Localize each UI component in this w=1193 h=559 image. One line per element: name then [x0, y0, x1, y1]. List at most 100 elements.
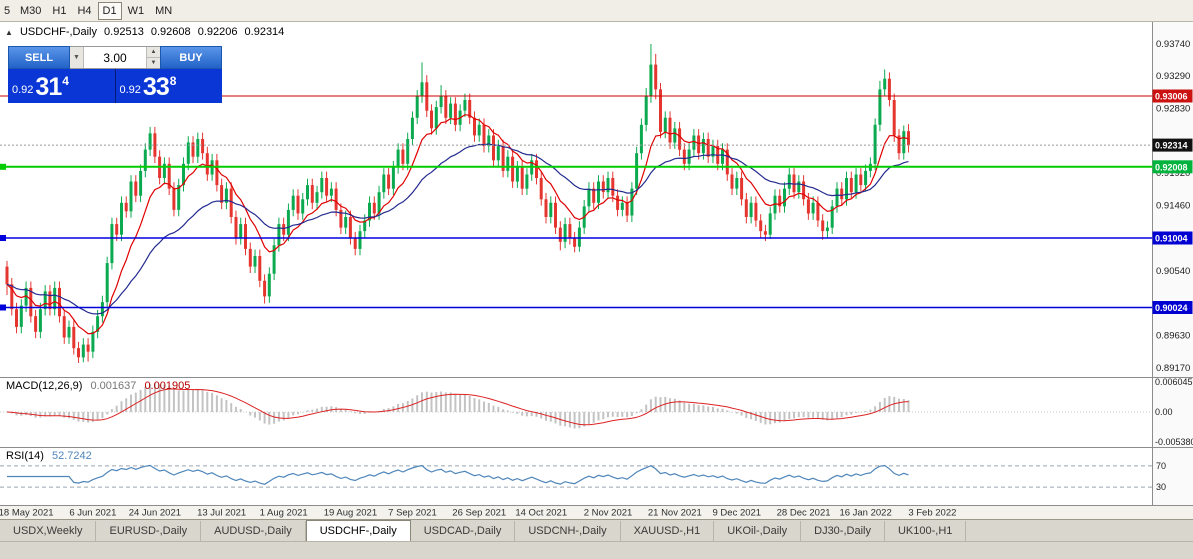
chart-tab-audusd-daily[interactable]: AUDUSD-,Daily [201, 521, 306, 541]
chart-title: ▲ USDCHF-,Daily 0.92513 0.92608 0.92206 … [5, 26, 288, 38]
line-handle-0.90024[interactable] [0, 304, 6, 311]
svg-text:0.90540: 0.90540 [1156, 266, 1190, 277]
svg-text:16 Jan 2022: 16 Jan 2022 [839, 508, 891, 519]
timeframe-button-5[interactable]: 5 [3, 4, 11, 17]
svg-text:18 May 2021: 18 May 2021 [0, 508, 54, 519]
buy-pipette: 8 [169, 74, 177, 88]
svg-text:0.92830: 0.92830 [1156, 104, 1190, 115]
svg-text:0.92314: 0.92314 [1155, 141, 1188, 151]
rsi-line [7, 464, 909, 485]
svg-text:0.006045: 0.006045 [1155, 377, 1193, 387]
svg-text:2 Nov 2021: 2 Nov 2021 [584, 508, 633, 519]
sell-big-figure: 0.92 [12, 84, 34, 96]
timeframe-button-m30[interactable]: M30 [20, 4, 42, 17]
price-badge-0.92008: 0.92008 [1152, 160, 1193, 174]
sell-pipette: 4 [62, 74, 69, 88]
price-chart-svg[interactable]: 0.006045 0.00 -0.005380 70 30 0.93740 0.93290 0… [0, 22, 1193, 519]
svg-text:30: 30 [1156, 482, 1166, 492]
svg-text:24 Jun 2021: 24 Jun 2021 [129, 508, 181, 519]
buy-button[interactable]: BUY [160, 46, 222, 69]
svg-text:-0.005380: -0.005380 [1155, 437, 1193, 447]
timeframe-button-mn[interactable]: MN [155, 4, 173, 17]
collapse-panel-icon[interactable]: ▲ [5, 28, 13, 37]
svg-text:9 Dec 2021: 9 Dec 2021 [713, 508, 762, 519]
chart-tab-dj30-daily[interactable]: DJ30-,Daily [801, 521, 885, 541]
svg-text:13 Jul 2021: 13 Jul 2021 [197, 508, 246, 519]
svg-text:1 Aug 2021: 1 Aug 2021 [260, 508, 308, 519]
svg-text:0.00: 0.00 [1155, 407, 1173, 417]
timeframe-button-h1[interactable]: H1 [52, 4, 67, 17]
price-badge-0.92314: 0.92314 [1152, 138, 1193, 152]
svg-text:0.91004: 0.91004 [1155, 233, 1188, 243]
macd-signal-line [6, 388, 909, 426]
svg-text:0.93740: 0.93740 [1156, 39, 1190, 50]
chart-symbol-label: USDCHF-,Daily [19, 26, 97, 38]
sell-pips: 31 [35, 73, 62, 101]
volume-dropdown-icon[interactable]: ▼ [70, 47, 84, 68]
macd-panel [0, 383, 1152, 429]
chart-tab-xauusd-h1[interactable]: XAUUSD-,H1 [620, 521, 715, 541]
chart-tab-ukoil-daily[interactable]: UKOil-,Daily [714, 521, 802, 541]
svg-text:14 Oct 2021: 14 Oct 2021 [515, 508, 567, 519]
chart-tab-uk100-h1[interactable]: UK100-,H1 [884, 521, 967, 541]
svg-text:3 Feb 2022: 3 Feb 2022 [908, 508, 956, 519]
price-badge-0.91004: 0.91004 [1152, 231, 1193, 245]
ohlc-close: 0.92314 [244, 26, 285, 38]
svg-text:0.89630: 0.89630 [1156, 330, 1190, 341]
macd-indicator-label: MACD(12,26,9) 0.001637 0.001905 [6, 380, 195, 392]
buy-price-display[interactable]: 0.92 33 8 [115, 69, 222, 103]
macd-signal-value: 0.001905 [144, 380, 191, 392]
svg-text:0.91920: 0.91920 [1156, 168, 1190, 179]
volume-increase-icon[interactable]: ▲ [147, 47, 160, 58]
buy-big-figure: 0.92 [119, 84, 141, 96]
status-bar [0, 541, 1193, 559]
svg-text:0.92008: 0.92008 [1155, 162, 1188, 172]
chart-tab-usdcad-daily[interactable]: USDCAD-,Daily [410, 521, 516, 541]
svg-text:19 Aug 2021: 19 Aug 2021 [324, 508, 377, 519]
ohlc-open: 0.92513 [104, 26, 144, 38]
chart-background [0, 22, 1193, 519]
price-badge-0.93006: 0.93006 [1152, 89, 1193, 103]
rsi-name: RSI(14) [6, 450, 44, 462]
chart-tab-bar: USDX,Weekly EURUSD-,Daily AUDUSD-,Daily USD… [0, 519, 1193, 541]
candlestick-series [5, 44, 910, 363]
timeframe-button-h4[interactable]: H4 [77, 4, 92, 17]
line-handle-0.92008[interactable] [0, 163, 6, 170]
volume-control: ▼ ▲ ▼ [70, 46, 160, 69]
ohlc-low: 0.92206 [197, 26, 238, 38]
svg-text:0.93006: 0.93006 [1155, 92, 1188, 102]
svg-text:0.90024: 0.90024 [1155, 303, 1188, 313]
chart-tab-usdx-weekly[interactable]: USDX,Weekly [0, 521, 97, 541]
svg-text:0.91460: 0.91460 [1156, 201, 1190, 212]
timeframe-button-d1[interactable]: D1 [97, 1, 122, 20]
macd-main-value: 0.001637 [90, 380, 137, 392]
volume-stepper: ▲ ▼ [146, 47, 160, 68]
buy-pips: 33 [142, 73, 170, 101]
sell-button[interactable]: SELL [8, 46, 70, 69]
timeframe-button-w1[interactable]: W1 [127, 4, 145, 17]
svg-text:0.93290: 0.93290 [1156, 71, 1190, 82]
svg-text:6 Jun 2021: 6 Jun 2021 [69, 508, 116, 519]
timeframe-toolbar: 5 M30 H1 H4 D1 W1 MN [0, 0, 1193, 22]
volume-decrease-icon[interactable]: ▼ [147, 58, 160, 68]
ma-fast-red [6, 114, 909, 335]
line-handle-0.91004[interactable] [0, 235, 6, 241]
sell-price-display[interactable]: 0.92 31 4 [8, 69, 116, 103]
svg-text:70: 70 [1156, 461, 1166, 471]
rsi-indicator-label: RSI(14) 52.7242 [6, 450, 97, 462]
chart-tab-usdchf-daily[interactable]: USDCHF-,Daily [305, 520, 411, 541]
svg-text:7 Sep 2021: 7 Sep 2021 [388, 508, 437, 519]
price-badge-0.90024: 0.90024 [1152, 301, 1193, 314]
macd-name: MACD(12,26,9) [6, 380, 83, 392]
svg-text:28 Dec 2021: 28 Dec 2021 [777, 508, 831, 519]
chart-tab-eurusd-daily[interactable]: EURUSD-,Daily [96, 521, 202, 541]
chart-tab-usdcnh-daily[interactable]: USDCNH-,Daily [515, 521, 621, 541]
time-axis-strip[interactable] [0, 505, 1193, 519]
rsi-value: 52.7242 [51, 450, 92, 462]
volume-input[interactable] [84, 47, 146, 68]
svg-text:21 Nov 2021: 21 Nov 2021 [648, 508, 702, 519]
rsi-panel [0, 464, 1152, 488]
ohlc-high: 0.92608 [150, 26, 191, 38]
